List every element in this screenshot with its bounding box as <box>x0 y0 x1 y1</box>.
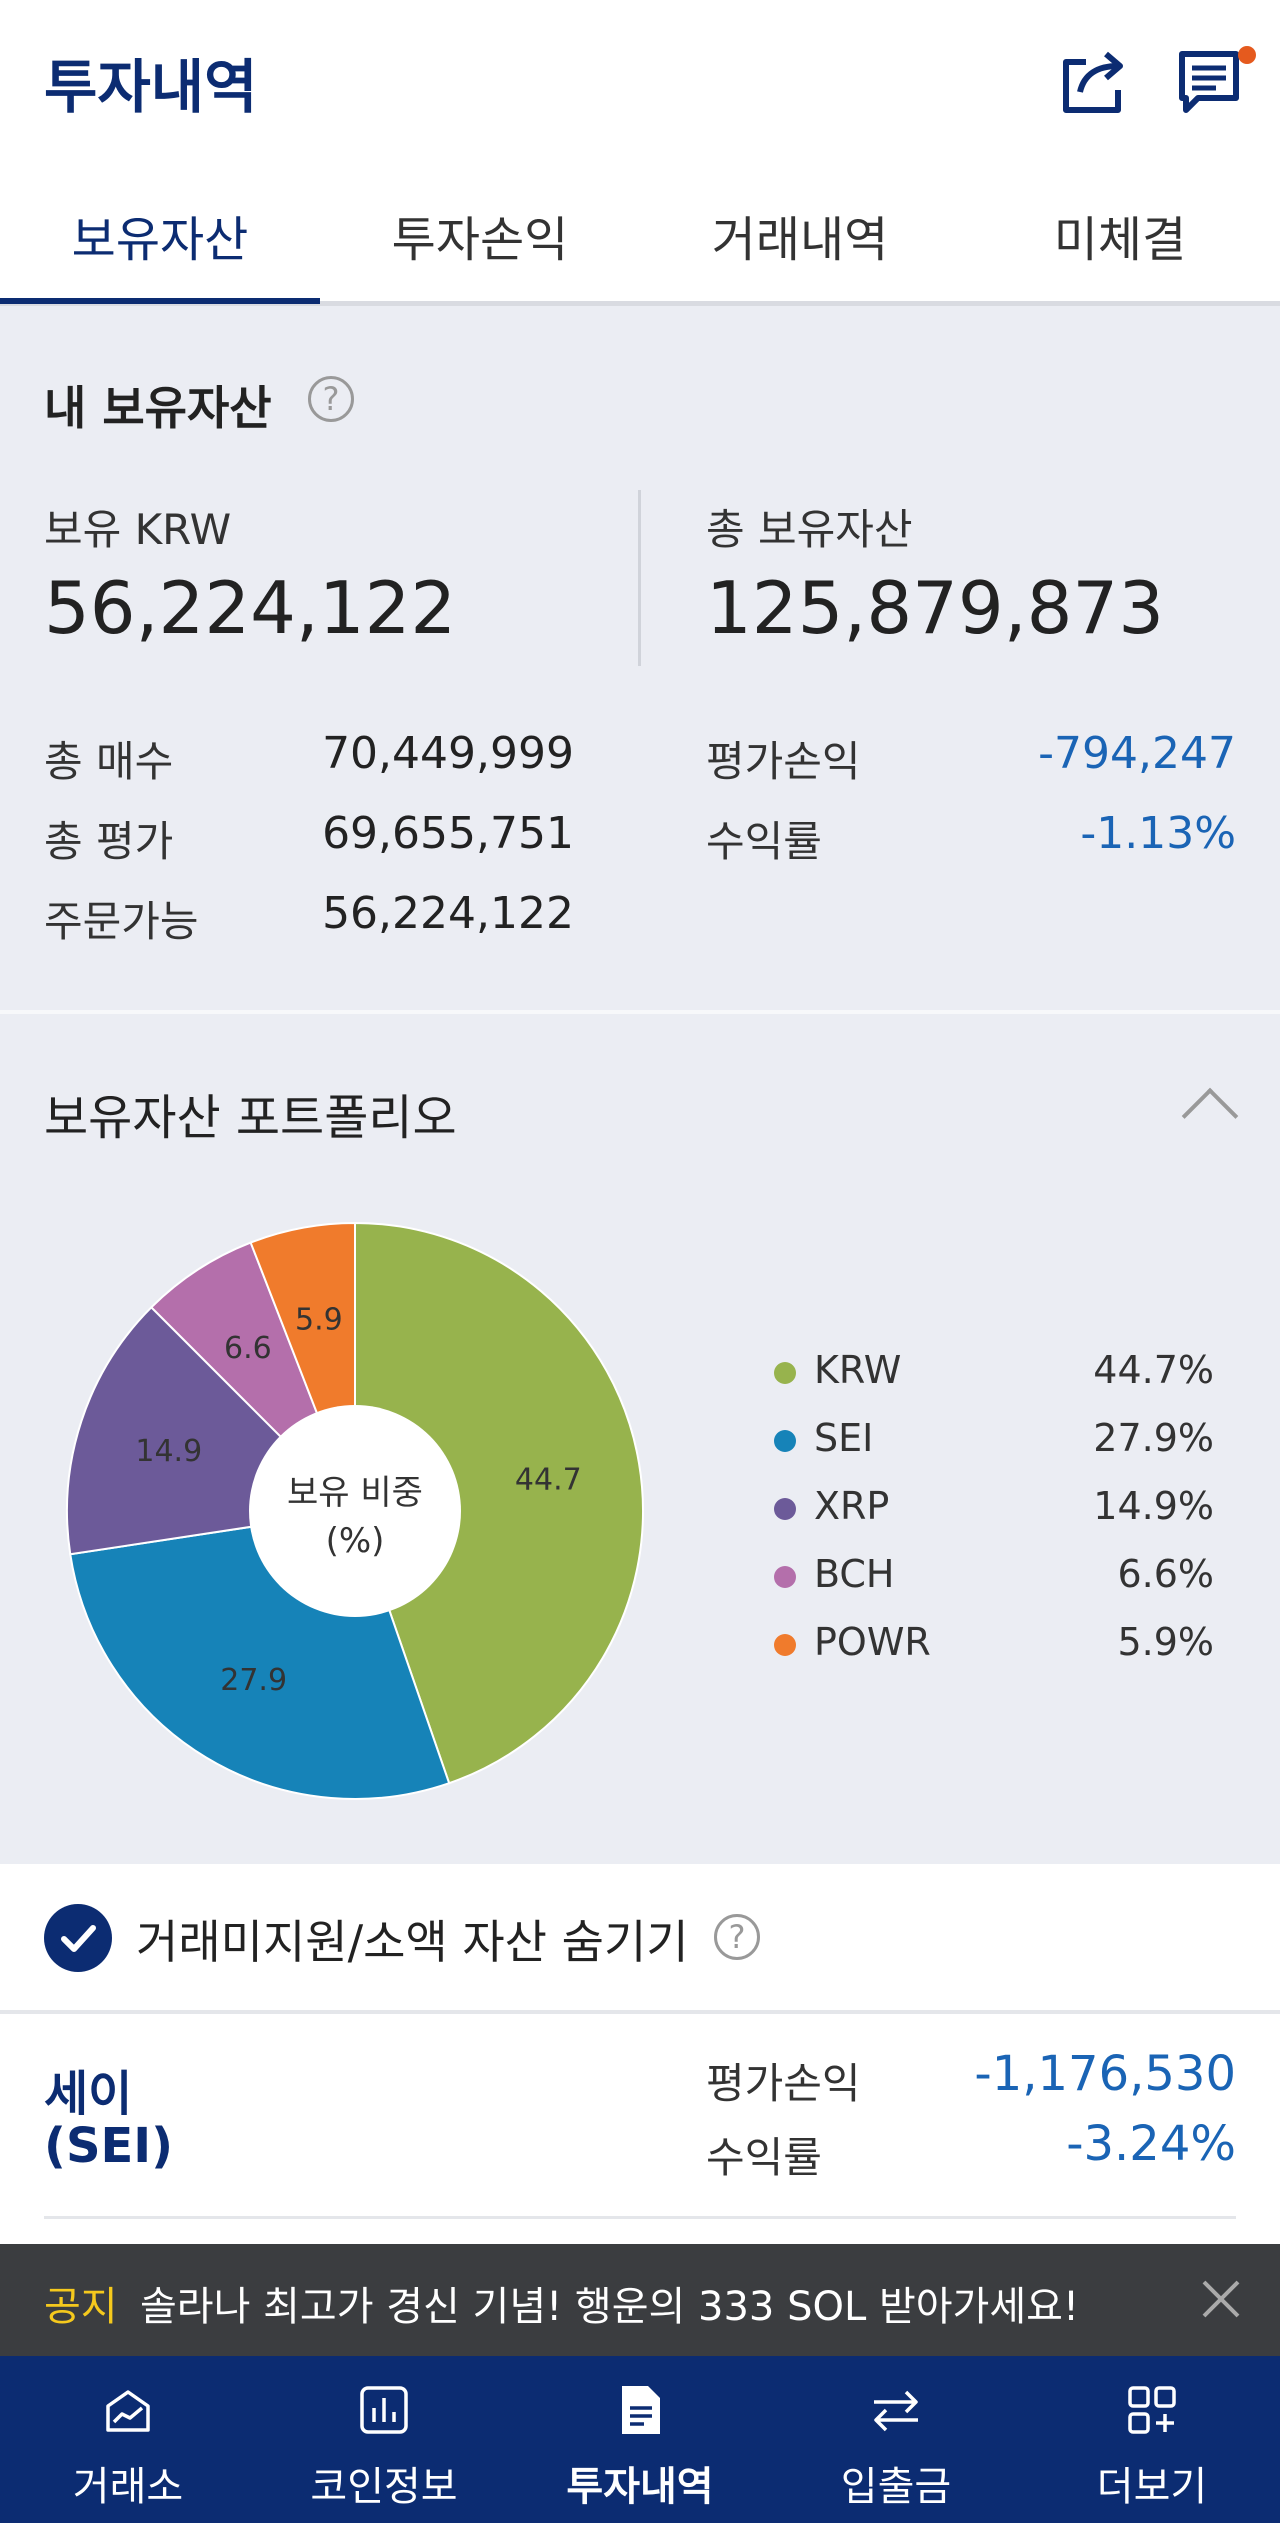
total-assets-value: 125,879,873 <box>706 566 1165 650</box>
nav-label: 거래소 <box>72 2464 184 2510</box>
summary-divider <box>638 490 641 666</box>
pie-data-label: 27.9 <box>220 1663 287 1698</box>
legend-dot <box>774 1362 796 1384</box>
transfer-icon <box>874 2390 918 2432</box>
donut-hole <box>249 1405 461 1617</box>
coin-pnl-value: -1,176,530 <box>974 2046 1236 2102</box>
more-grid-icon <box>1128 2386 1176 2434</box>
pie-slice-krw <box>354 1221 644 1785</box>
hide-small-assets-label[interactable]: 거래미지원/소액 자산 숨기기 <box>136 1915 689 1969</box>
app-header: 투자내역 <box>0 0 1280 160</box>
legend-item-sei: SEI 27.9% <box>774 1416 1214 1476</box>
coin-name[interactable]: 세이 <box>44 2066 133 2122</box>
share-icon[interactable] <box>1056 44 1132 120</box>
nav-more[interactable]: 더보기 <box>1024 2356 1280 2523</box>
nav-label: 코인정보 <box>310 2464 458 2510</box>
legend-name: SEI <box>814 1416 874 1460</box>
coin-rate-label: 수익률 <box>706 2133 822 2182</box>
pie-data-label: 5.9 <box>295 1302 343 1337</box>
legend-item-krw: KRW 44.7% <box>774 1348 1214 1408</box>
krw-label: 보유 KRW <box>44 505 232 554</box>
total-buy-value: 70,449,999 <box>322 728 574 779</box>
nav-label: 투자내역 <box>566 2464 714 2510</box>
notice-banner[interactable]: 공지 솔라나 최고가 경신 기념! 행운의 333 SOL 받아가세요! <box>0 2244 1280 2356</box>
coin-symbol[interactable]: (SEI) <box>44 2118 174 2174</box>
coin-rate-value: -3.24% <box>1066 2116 1236 2172</box>
portfolio-donut-chart: 보유 비중 (%) 44.7 27.9 14.9 6.6 5.9 <box>60 1216 650 1806</box>
legend-dot <box>774 1634 796 1656</box>
legend-pct: 27.9% <box>1093 1416 1214 1460</box>
legend-name: XRP <box>814 1484 890 1528</box>
legend-item-bch: BCH 6.6% <box>774 1552 1214 1612</box>
legend-pct: 14.9% <box>1093 1484 1214 1528</box>
help-icon[interactable]: ? <box>714 1914 760 1960</box>
tab-profit-loss[interactable]: 투자손익 <box>391 212 569 268</box>
legend-dot <box>774 1430 796 1452</box>
return-rate-value: -1.13% <box>1080 808 1236 859</box>
tab-trade-history[interactable]: 거래내역 <box>711 212 889 268</box>
close-icon[interactable] <box>1196 2274 1246 2324</box>
active-tab-indicator <box>0 298 320 304</box>
list-divider <box>0 2010 1280 2014</box>
orderable-value: 56,224,122 <box>322 888 574 939</box>
help-icon[interactable]: ? <box>308 376 354 422</box>
tab-bar: 보유자산 투자손익 거래내역 미체결 <box>0 160 1280 306</box>
nav-exchange[interactable]: 거래소 <box>0 2356 256 2523</box>
legend-pct: 5.9% <box>1117 1620 1214 1664</box>
total-assets-label: 총 보유자산 <box>706 505 913 554</box>
legend-pct: 6.6% <box>1117 1552 1214 1596</box>
legend-name: BCH <box>814 1552 895 1596</box>
checkmark-icon <box>61 1925 96 1952</box>
notice-tag: 공지 <box>44 2284 118 2330</box>
orderable-label: 주문가능 <box>44 897 199 946</box>
bottom-navigation: 거래소 코인정보 투자내역 입출금 <box>0 2356 1280 2523</box>
section-divider <box>0 1010 1280 1014</box>
donut-svg: 보유 비중 (%) 44.7 27.9 14.9 6.6 5.9 <box>66 1221 644 1800</box>
legend-item-xrp: XRP 14.9% <box>774 1484 1214 1544</box>
eval-pnl-value: -794,247 <box>1038 728 1236 779</box>
pie-data-label: 44.7 <box>515 1463 582 1498</box>
my-assets-title: 내 보유자산 <box>44 381 272 435</box>
pie-data-label: 6.6 <box>224 1331 272 1366</box>
tab-holdings[interactable]: 보유자산 <box>71 212 249 268</box>
hide-small-assets-checkbox[interactable] <box>44 1904 112 1972</box>
nav-investment-history[interactable]: 투자내역 <box>512 2356 768 2523</box>
return-rate-label: 수익률 <box>706 817 822 866</box>
krw-value: 56,224,122 <box>44 566 457 650</box>
legend-name: POWR <box>814 1620 931 1664</box>
total-eval-value: 69,655,751 <box>322 808 574 859</box>
eval-pnl-label: 평가손익 <box>706 737 861 786</box>
row-divider <box>44 2216 1236 2219</box>
notification-dot <box>1238 46 1256 64</box>
total-buy-label: 총 매수 <box>44 737 174 786</box>
nav-label: 입출금 <box>840 2464 952 2510</box>
document-icon <box>622 2386 660 2434</box>
total-eval-label: 총 평가 <box>44 817 174 866</box>
tab-unfilled[interactable]: 미체결 <box>1053 212 1187 268</box>
portfolio-title: 보유자산 포트폴리오 <box>44 1090 457 1146</box>
legend-dot <box>774 1498 796 1520</box>
coin-pnl-label: 평가손익 <box>706 2059 861 2108</box>
legend-dot <box>774 1566 796 1588</box>
legend-pct: 44.7% <box>1093 1348 1214 1392</box>
chevron-up-icon[interactable] <box>1181 1087 1239 1145</box>
nav-deposit-withdraw[interactable]: 입출금 <box>768 2356 1024 2523</box>
exchange-chart-icon <box>106 2390 150 2432</box>
coin-info-icon <box>360 2386 408 2434</box>
message-icon[interactable] <box>1176 44 1256 120</box>
holdings-list <box>0 1864 1280 2244</box>
nav-coin-info[interactable]: 코인정보 <box>256 2356 512 2523</box>
donut-center-unit: (%) <box>326 1521 385 1561</box>
legend-item-powr: POWR 5.9% <box>774 1620 1214 1680</box>
notice-text[interactable]: 솔라나 최고가 경신 기념! 행운의 333 SOL 받아가세요! <box>140 2284 1079 2330</box>
page-title: 투자내역 <box>44 53 258 121</box>
donut-center-label: 보유 비중 <box>287 1473 423 1513</box>
pie-data-label: 14.9 <box>135 1434 202 1469</box>
nav-label: 더보기 <box>1096 2464 1208 2510</box>
legend-name: KRW <box>814 1348 902 1392</box>
